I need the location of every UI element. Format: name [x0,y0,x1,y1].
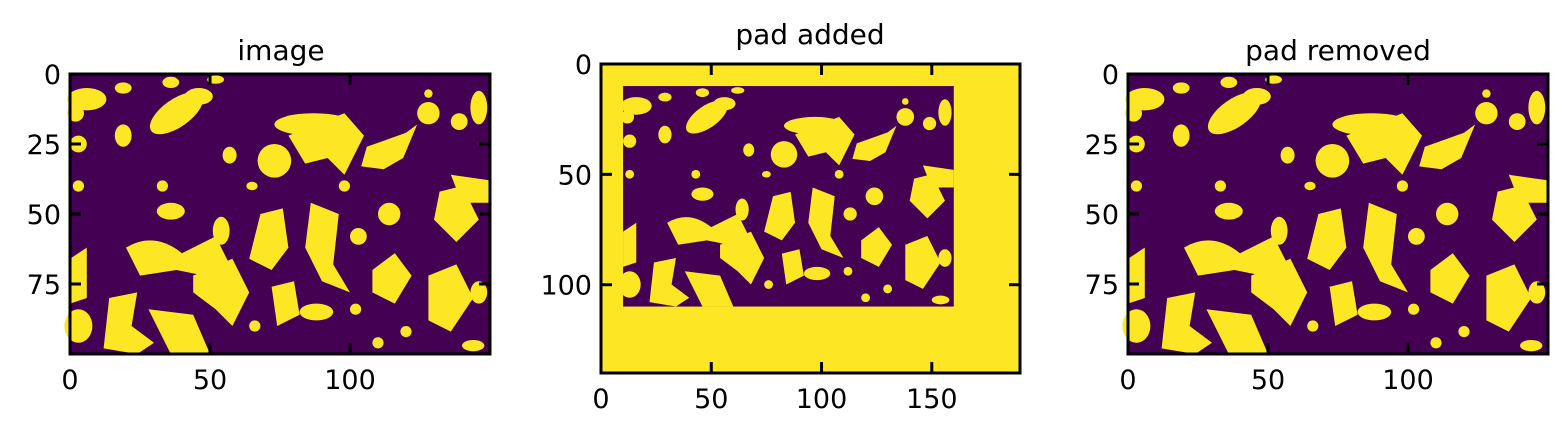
y-tick-label: 25 [27,130,61,161]
x-tick-label: 50 [193,365,227,396]
x-tick-label: 150 [906,384,958,415]
y-tick-label: 0 [44,60,61,91]
x-tick-label: 100 [1382,365,1434,396]
y-tick-label: 50 [1085,200,1119,231]
y-tick-label: 50 [558,160,592,191]
x-tick-label: 100 [324,365,376,396]
heatmap-image [64,74,491,354]
x-tick-label: 0 [592,384,609,415]
heatmap-pad-added [601,64,1020,373]
panel-title: image [237,34,324,67]
panel-title: pad added [735,18,884,51]
x-tick-label: 0 [1119,365,1136,396]
x-tick-label: 50 [1251,365,1285,396]
y-tick-label: 75 [1085,270,1119,301]
axes-frame [599,62,1022,375]
tick-group: 0 50 100 150 0 50 100 [540,50,1020,415]
heatmap-pad-removed [1122,74,1548,354]
y-tick-label: 75 [27,270,61,301]
x-tick-label: 50 [694,384,728,415]
y-tick-label: 0 [1102,60,1119,91]
tick-group: 0 50 100 0 25 50 75 [27,60,490,396]
y-tick-label: 100 [540,271,592,302]
panel-pad-added: pad added 0 50 100 150 0 50 100 [540,18,1022,415]
panel-title: pad removed [1245,34,1431,67]
y-tick-label: 25 [1085,130,1119,161]
panel-image: image 0 50 100 0 25 50 75 [27,34,492,396]
y-tick-label: 0 [575,50,592,81]
y-tick-label: 50 [27,200,61,231]
panel-pad-removed: pad removed 0 50 100 0 25 50 75 [1085,34,1550,396]
x-tick-label: 0 [61,365,78,396]
tick-group: 0 50 100 0 25 50 75 [1085,60,1548,396]
x-tick-label: 100 [796,384,848,415]
